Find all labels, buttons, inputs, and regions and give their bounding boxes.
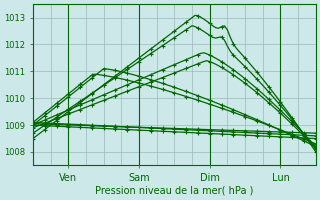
X-axis label: Pression niveau de la mer( hPa ): Pression niveau de la mer( hPa ) <box>95 186 253 196</box>
